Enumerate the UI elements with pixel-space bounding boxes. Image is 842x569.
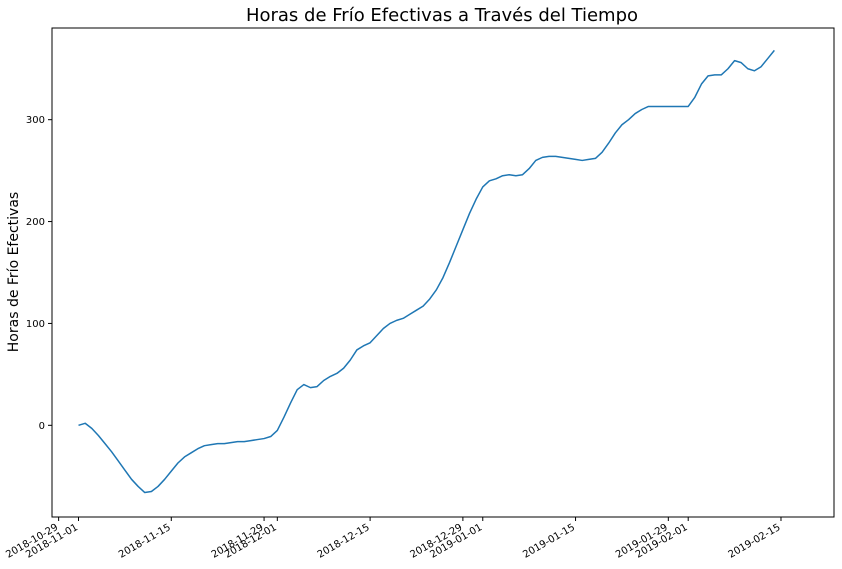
- x-tick-label: 2019-01-15: [521, 522, 577, 561]
- y-tick-label: 100: [26, 319, 45, 330]
- x-tick-label: 2018-11-15: [117, 522, 173, 561]
- plot-area-frame: [51, 27, 835, 518]
- y-tick-label: 300: [26, 115, 45, 126]
- series-line: [78, 49, 775, 494]
- y-tick-label: 0: [39, 421, 45, 432]
- x-tick-label: 2019-02-15: [727, 522, 783, 561]
- chart-title: Horas de Frío Efectivas a Través del Tie…: [245, 5, 639, 26]
- x-tick-label: 2018-12-15: [316, 522, 372, 561]
- y-tick-label: 200: [26, 217, 45, 228]
- y-axis-ticks: 0 100 200 300: [26, 115, 52, 432]
